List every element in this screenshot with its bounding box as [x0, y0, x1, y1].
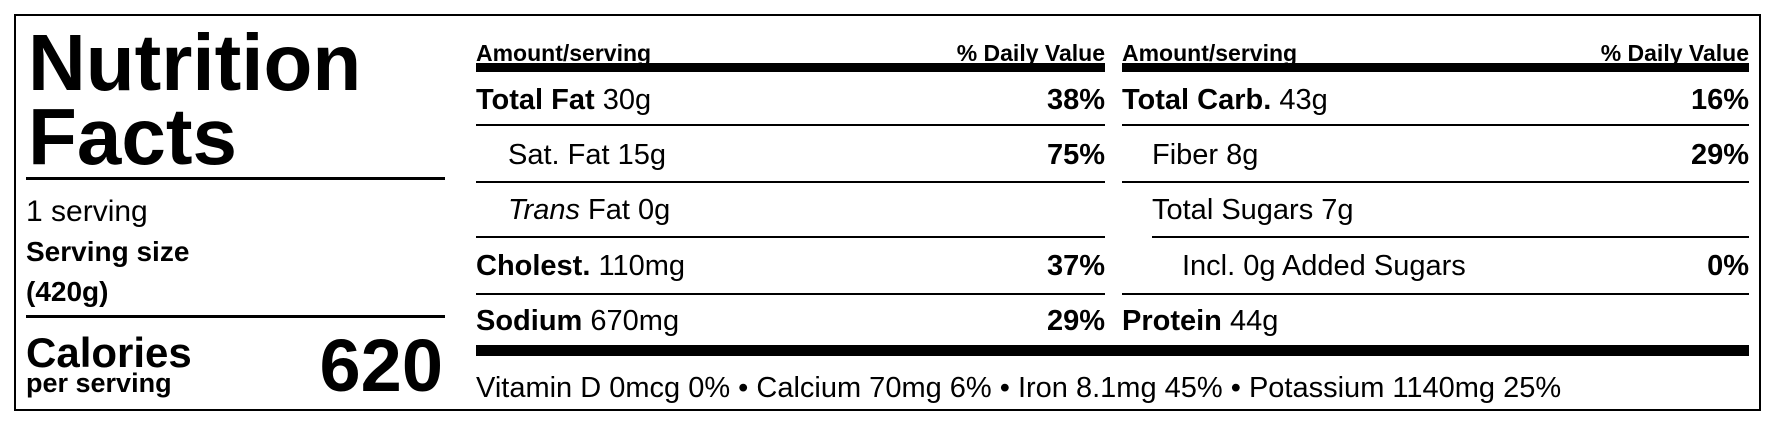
title: Nutrition	[28, 18, 362, 107]
nutrient-amount: 7g	[1321, 193, 1354, 226]
nutrient-name-italic: Trans	[508, 193, 580, 226]
nutrient-dv: 75%	[1046, 138, 1105, 171]
nutrient: Protein 44g	[1122, 305, 1278, 338]
header-amount: Amount/serving	[476, 39, 652, 66]
serving-size-value: (420g)	[26, 276, 109, 307]
nutrient: Sat. Fat 15g	[508, 139, 666, 172]
nutrient: Sodium 670mg	[476, 305, 679, 338]
nutrient-row: Trans Fat 0g	[508, 183, 1105, 237]
nutrient: Cholest. 110mg	[476, 250, 685, 283]
nutrient-dv: 37%	[1046, 249, 1105, 282]
rule	[476, 181, 1105, 183]
nutrient-row: Total Sugars 7g	[1152, 183, 1749, 237]
nutrient-amount: 670mg	[590, 304, 680, 337]
nutrient: Total Fat 30g	[476, 84, 651, 117]
nutrient: Total Sugars 7g	[1152, 194, 1354, 227]
calories-value: 620	[319, 324, 443, 407]
footer: Vitamin D 0mcg 0% • Calcium 70mg 6% • Ir…	[476, 372, 1562, 404]
nutrient-amount: 0g	[638, 193, 671, 226]
nutrient-name: Total Fat	[476, 83, 595, 116]
rule	[476, 124, 1105, 126]
nutrient-row: Sat. Fat 15g 75%	[508, 128, 1105, 182]
rule	[26, 177, 445, 180]
thick-rule	[476, 345, 1749, 356]
calories-sub: per serving	[26, 368, 172, 398]
serving-size-label: Serving size	[26, 236, 190, 267]
column-header: Amount/serving % Daily Value	[476, 38, 1105, 68]
nutrient-row: Total Fat 30g 38%	[476, 76, 1105, 124]
rule	[1122, 181, 1749, 183]
nutrient-name: Total Sugars	[1152, 193, 1314, 226]
nutrient-dv: 16%	[1690, 83, 1749, 116]
nutrient-amount: 15g	[617, 138, 666, 171]
nutrient: Fiber 8g	[1152, 139, 1258, 172]
rule	[476, 293, 1105, 295]
nutrient-name: Sat. Fat	[508, 138, 610, 171]
nutrient: Total Carb. 43g	[1122, 84, 1328, 117]
nutrient-row: Fiber 8g 29%	[1152, 128, 1749, 182]
nutrient-amount: 43g	[1279, 83, 1328, 116]
nutrient-row: Sodium 670mg 29%	[476, 295, 1105, 347]
column-header: Amount/serving % Daily Value	[1122, 38, 1749, 68]
servings: 1 serving	[26, 195, 148, 228]
rule	[1122, 124, 1749, 126]
nutrient-row: Incl. 0g Added Sugars 0%	[1182, 238, 1749, 294]
rule	[26, 315, 445, 318]
header-amount: Amount/serving	[1122, 39, 1298, 66]
nutrient-amount: 8g	[1226, 138, 1259, 171]
thick-rule	[476, 63, 1105, 72]
nutrient-row: Cholest. 110mg 37%	[476, 238, 1105, 294]
rule	[1152, 236, 1749, 238]
rule	[1122, 293, 1749, 295]
nutrient-name: Cholest.	[476, 249, 591, 282]
thick-rule	[1122, 63, 1749, 72]
nutrient-amount: 30g	[602, 83, 652, 116]
nutrient-dv: 29%	[1046, 304, 1105, 337]
nutrient-name: Fiber	[1152, 138, 1219, 171]
header-dv: % Daily Value	[1600, 39, 1749, 66]
nutrient-name: Total Carb.	[1122, 83, 1272, 116]
nutrient-amount: 44g	[1229, 304, 1279, 337]
nutrient-dv: 38%	[1046, 83, 1105, 116]
nutrient-name: Fat	[588, 193, 630, 226]
nutrient-amount: 110mg	[598, 249, 685, 282]
nutrient-dv: 0%	[1707, 249, 1749, 282]
nutrient-row: Total Carb. 43g 16%	[1122, 76, 1749, 124]
nutrient-dv: 29%	[1690, 138, 1749, 171]
nutrition-label: Nutrition Facts 1 serving Serving size (…	[14, 14, 1761, 411]
nutrient-name: Incl. 0g Added Sugars	[1182, 249, 1466, 282]
calories-label: Calories	[26, 329, 192, 376]
nutrient-row: Protein 44g	[1122, 295, 1749, 347]
header-dv: % Daily Value	[956, 39, 1105, 66]
nutrient: Trans Fat 0g	[508, 194, 670, 227]
nutrient-name: Sodium	[476, 304, 583, 337]
rule	[476, 236, 1105, 238]
title: Facts	[28, 92, 237, 181]
nutrient-name: Protein	[1122, 304, 1222, 337]
